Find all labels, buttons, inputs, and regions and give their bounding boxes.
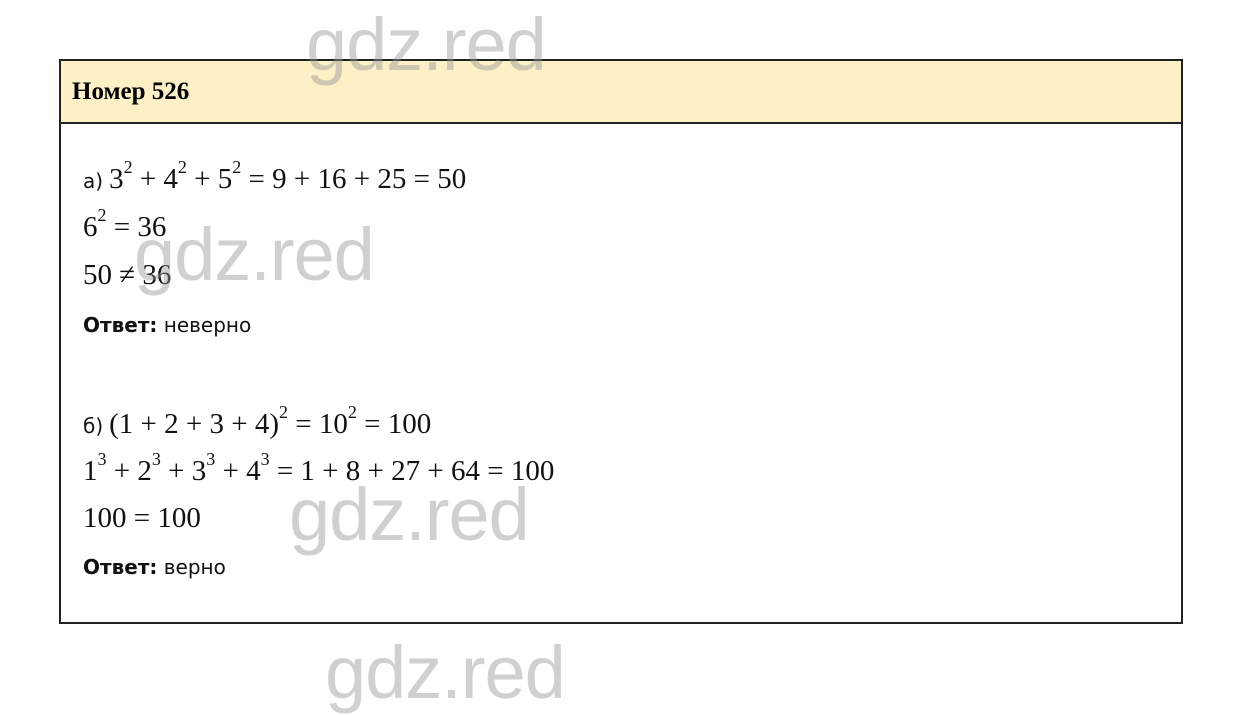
math-term: + 4: [215, 455, 261, 487]
exponent: 2: [97, 205, 107, 226]
math-line: 62 = 36: [83, 206, 167, 244]
answer: Ответ: верно: [83, 555, 226, 579]
exercise-title: Номер 526: [61, 61, 1181, 124]
watermark: gdz.red: [325, 631, 566, 714]
math-term: + 4: [132, 163, 178, 195]
math-line: б) (1 + 2 + 3 + 4)2 = 102 = 100: [83, 403, 432, 441]
exponent: 2: [123, 157, 133, 178]
math-term: (1 + 2 + 3 + 4): [109, 408, 280, 440]
math-line: 50 ≠ 36: [83, 259, 171, 292]
answer-label: Ответ:: [83, 555, 158, 579]
math-term: + 2: [106, 455, 152, 487]
exponent: 2: [177, 157, 187, 178]
exponent: 2: [232, 157, 242, 178]
math-term: + 5: [186, 163, 233, 195]
math-term: 50 ≠ 36: [83, 259, 172, 291]
exponent: 3: [97, 449, 107, 470]
math-term: 3: [109, 163, 124, 195]
math-term: = 10: [288, 408, 348, 440]
exercise-card: Номер 526 а) 32 + 42 + 52 = 9 + 16 + 25 =…: [59, 59, 1183, 624]
math-term: = 9 + 16 + 25 = 50: [241, 163, 467, 195]
answer-label: Ответ:: [83, 313, 158, 337]
exponent: 2: [347, 402, 357, 423]
exponent: 3: [206, 449, 216, 470]
exponent: 2: [279, 402, 289, 423]
math-term: 6: [83, 211, 98, 243]
answer: Ответ: неверно: [83, 313, 251, 337]
exponent: 3: [151, 449, 161, 470]
exponent: 3: [260, 449, 270, 470]
part-label: б): [83, 414, 104, 438]
math-line: а) 32 + 42 + 52 = 9 + 16 + 25 = 50: [83, 158, 467, 196]
math-term: 100 = 100: [83, 502, 201, 534]
math-term: 1: [83, 455, 98, 487]
math-line: 13 + 23 + 33 + 43 = 1 + 8 + 27 + 64 = 10…: [83, 450, 555, 488]
math-term: = 36: [106, 211, 167, 243]
answer-value: неверно: [163, 313, 252, 337]
math-term: = 100: [356, 408, 432, 440]
math-line: 100 = 100: [83, 502, 201, 535]
part-label: а): [83, 169, 104, 193]
answer-value: верно: [163, 555, 226, 579]
math-term: + 3: [160, 455, 207, 487]
math-term: = 1 + 8 + 27 + 64 = 100: [269, 455, 555, 487]
